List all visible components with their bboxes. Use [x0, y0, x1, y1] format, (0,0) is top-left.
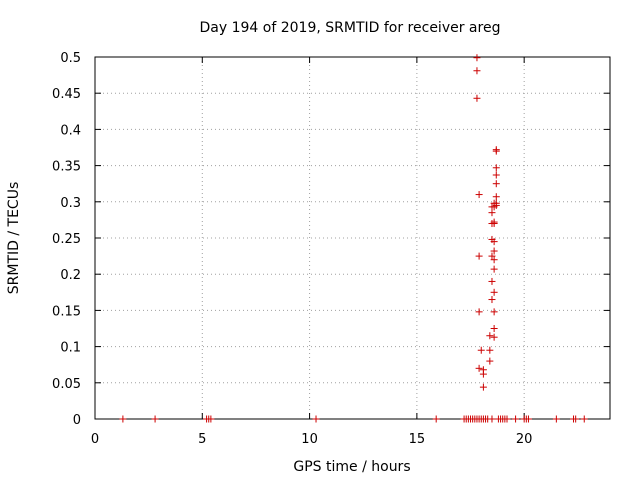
data-point-marker — [490, 238, 498, 246]
y-axis-label: SRMTID / TECUs — [6, 182, 22, 295]
data-point-marker — [486, 357, 494, 365]
x-axis-label: GPS time / hours — [293, 459, 410, 475]
axis-ticks: 0 5 10 15 20 0 0.05 0.1 0.15 0.2 0.25 0.3 0.35 0.4 0.4… — [52, 51, 610, 447]
x-tick-label: 10 — [301, 432, 318, 447]
data-point-marker — [479, 370, 487, 378]
data-point-marker — [524, 415, 532, 423]
x-tick-label: 0 — [91, 432, 99, 447]
data-point-marker — [475, 252, 483, 260]
data-point-marker — [151, 415, 159, 423]
y-tick-label: 0.5 — [60, 51, 81, 66]
data-point-marker — [473, 94, 481, 102]
y-tick-label: 0.3 — [60, 196, 81, 211]
data-point-marker — [479, 383, 487, 391]
y-tick-label: 0.45 — [52, 87, 81, 102]
data-point-marker — [490, 333, 498, 341]
data-point-marker — [477, 346, 485, 354]
data-point-marker — [512, 415, 520, 423]
data-point-marker — [490, 265, 498, 273]
data-point-marker — [312, 415, 320, 423]
y-tick-label: 0 — [73, 413, 81, 428]
data-point-marker — [492, 171, 500, 179]
data-points — [119, 54, 588, 423]
data-point-marker — [475, 364, 483, 372]
data-point-marker — [492, 180, 500, 188]
y-tick-label: 0.05 — [52, 377, 81, 392]
y-tick-label: 0.1 — [60, 341, 81, 356]
data-point-marker — [488, 252, 496, 260]
data-point-marker — [119, 415, 127, 423]
data-point-marker — [492, 193, 500, 201]
data-point-marker — [503, 415, 511, 423]
data-point-marker — [492, 147, 500, 155]
data-point-marker — [207, 415, 215, 423]
chart-title: Day 194 of 2019, SRMTID for receiver are… — [200, 20, 501, 36]
data-point-marker — [490, 247, 498, 255]
data-point-marker — [432, 415, 440, 423]
x-tick-label: 20 — [516, 432, 533, 447]
data-point-marker — [490, 325, 498, 332]
data-point-marker — [475, 191, 483, 199]
x-tick-label: 15 — [409, 432, 426, 447]
data-point-marker — [475, 308, 483, 316]
data-point-marker — [572, 415, 580, 423]
data-point-marker — [580, 415, 588, 423]
data-point-marker — [486, 332, 494, 340]
data-point-marker — [490, 220, 498, 228]
y-tick-label: 0.35 — [52, 160, 81, 175]
data-point-marker — [488, 296, 496, 304]
data-point-marker — [490, 288, 498, 296]
data-point-marker — [492, 164, 500, 172]
data-point-marker — [490, 256, 498, 264]
y-tick-label: 0.2 — [60, 268, 81, 283]
data-point-marker — [473, 54, 481, 62]
y-tick-label: 0.15 — [52, 304, 81, 319]
data-point-marker — [488, 277, 496, 285]
data-point-marker — [490, 308, 498, 316]
x-tick-label: 5 — [198, 432, 206, 447]
data-point-marker — [473, 67, 481, 75]
data-point-marker — [486, 346, 494, 354]
data-point-marker — [492, 201, 500, 209]
data-point-marker — [488, 415, 496, 423]
y-tick-label: 0.4 — [60, 123, 81, 138]
plot-frame — [94, 56, 611, 420]
y-tick-label: 0.25 — [52, 232, 81, 247]
grid — [95, 57, 610, 419]
data-point-marker — [552, 415, 560, 423]
